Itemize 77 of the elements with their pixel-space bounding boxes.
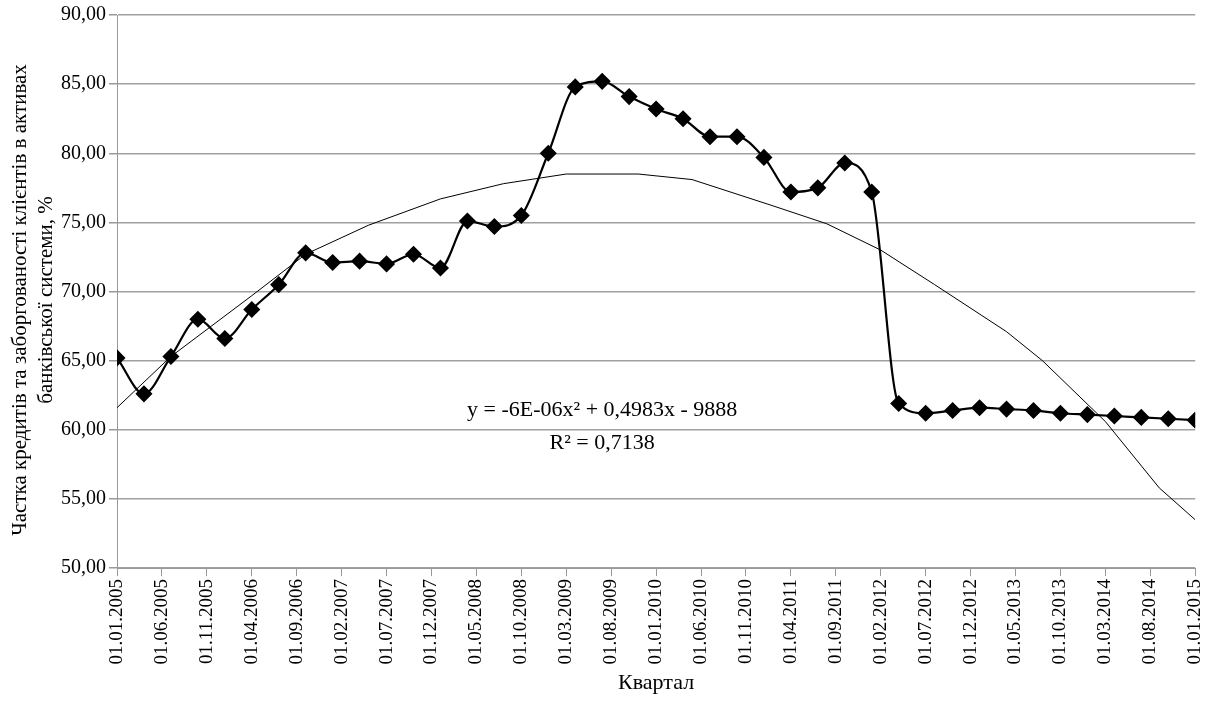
point <box>755 149 773 166</box>
y-tick-label: 85,00 <box>61 71 106 94</box>
x-tick-label: 01.12.2007 <box>419 579 441 665</box>
x-tick-label: 01.06.2010 <box>689 579 711 665</box>
point <box>890 395 907 412</box>
point <box>378 255 395 272</box>
x-axis-title: Квартал <box>618 668 695 694</box>
point <box>1160 410 1177 427</box>
y-tick-label: 90,00 <box>61 2 106 25</box>
point <box>782 183 799 201</box>
y-tick-label: 75,00 <box>61 209 106 232</box>
point <box>1133 409 1150 426</box>
point <box>513 207 530 224</box>
point <box>809 179 826 196</box>
point <box>998 400 1015 418</box>
point <box>944 402 961 419</box>
y-tick-label: 80,00 <box>61 140 106 163</box>
point <box>216 330 233 347</box>
x-tick-label: 01.11.2010 <box>733 579 755 664</box>
point <box>1079 406 1096 423</box>
x-tick-label: 01.10.2013 <box>1048 579 1070 665</box>
point <box>971 399 988 416</box>
x-tick-label: 01.06.2005 <box>149 579 171 665</box>
x-tick-label: 01.03.2009 <box>554 579 576 665</box>
x-tick-label: 01.05.2008 <box>464 579 486 665</box>
point <box>459 212 476 230</box>
annotation: y = -6E-06x² + 0,4983x - 9888 <box>467 396 738 421</box>
x-tick-label: 01.09.2011 <box>823 579 845 664</box>
point <box>836 154 853 172</box>
point <box>701 128 719 145</box>
y-tick-label: 50,00 <box>61 555 106 578</box>
point <box>674 110 692 127</box>
x-tick-label: 01.02.2012 <box>868 579 890 665</box>
point <box>351 253 368 270</box>
y-tick-label: 65,00 <box>61 347 106 370</box>
y-tick-label: 55,00 <box>61 486 106 509</box>
point <box>567 78 584 95</box>
point <box>648 100 665 118</box>
point <box>621 88 638 105</box>
point <box>1106 407 1123 425</box>
point <box>189 311 206 328</box>
x-tick-label: 01.07.2012 <box>913 579 935 665</box>
point <box>405 246 422 263</box>
point <box>917 405 934 422</box>
point <box>432 259 449 277</box>
x-tick-label: 01.02.2007 <box>329 579 351 665</box>
x-tick-label: 01.09.2006 <box>284 579 306 665</box>
x-tick-label: 01.05.2013 <box>1003 579 1025 665</box>
x-tick-label: 01.08.2009 <box>599 579 621 665</box>
x-tick-label: 01.08.2014 <box>1138 578 1160 665</box>
point <box>1052 405 1069 422</box>
point <box>486 218 503 235</box>
point <box>324 254 341 271</box>
point <box>135 385 153 402</box>
x-tick-label: 01.01.2005 <box>104 579 126 665</box>
point <box>863 183 880 201</box>
x-tick-label: 01.01.2015 <box>1183 579 1205 665</box>
y-tick-label: 60,00 <box>61 417 106 440</box>
x-tick-label: 01.10.2008 <box>509 579 531 665</box>
x-tick-label: 01.01.2010 <box>644 579 666 665</box>
point <box>270 276 287 293</box>
x-tick-label: 01.11.2005 <box>194 579 216 664</box>
x-tick-label: 01.12.2012 <box>958 579 980 665</box>
point <box>1025 402 1042 419</box>
annotation: R² = 0,7138 <box>549 429 655 454</box>
y-axis-title: Частка кредитів та заборгованості клієнтів в активах банківської системи, % <box>7 64 57 536</box>
point <box>297 244 314 261</box>
x-tick-label: 01.04.2011 <box>778 579 800 664</box>
point <box>540 145 557 162</box>
y-tick-label: 70,00 <box>61 278 106 301</box>
point <box>243 301 260 318</box>
x-tick-label: 01.04.2006 <box>239 579 261 665</box>
point <box>594 73 611 90</box>
x-tick-label: 01.07.2007 <box>374 579 396 665</box>
x-tick-label: 01.03.2014 <box>1093 578 1115 665</box>
point <box>162 348 180 365</box>
point <box>728 128 746 145</box>
